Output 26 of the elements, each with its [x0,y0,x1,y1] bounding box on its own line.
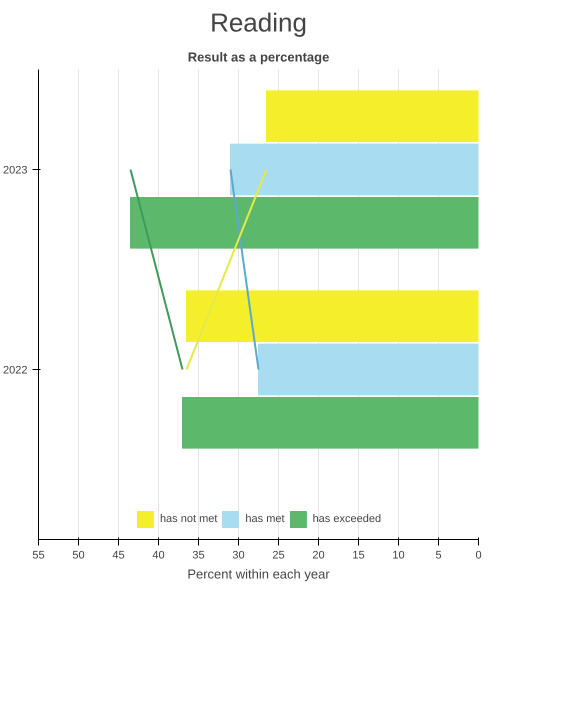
bar [186,290,478,342]
bar [130,197,478,249]
x-tick-label: 35 [192,550,205,562]
x-tick-label: 30 [232,550,245,562]
bar [182,397,478,449]
x-tick-label: 45 [112,550,125,562]
x-tick-label: 15 [352,550,365,562]
legend-label: has not met [160,513,218,525]
x-tick-label: 40 [152,550,165,562]
x-tick-label: 10 [392,550,405,562]
chart-title: Reading [210,8,307,38]
x-tick-label: 20 [312,550,325,562]
bar [258,344,478,396]
legend-label: has met [245,513,285,525]
y-tick-label: 2023 [3,164,28,176]
x-axis-title: Percent within each year [187,566,330,582]
bar [266,90,478,142]
x-tick-label: 55 [32,550,45,562]
y-tick-label: 2022 [3,364,28,376]
bar [230,144,478,196]
legend-label: has exceeded [312,513,382,525]
x-tick-label: 0 [475,550,482,562]
chart-subtitle: Result as a percentage [188,50,330,64]
x-tick-label: 25 [272,550,285,562]
x-tick-label: 50 [72,550,85,562]
x-tick-label: 5 [435,550,442,562]
